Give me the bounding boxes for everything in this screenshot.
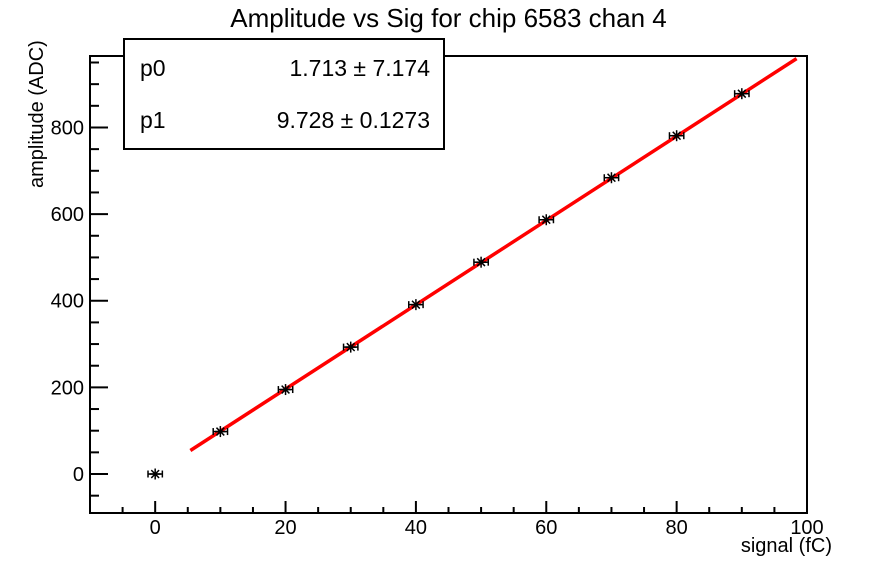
data-marker xyxy=(212,426,229,438)
plot-title: Amplitude vs Sig for chip 6583 chan 4 xyxy=(230,3,667,33)
x-tick-label: 100 xyxy=(790,517,823,539)
data-marker xyxy=(407,299,424,311)
x-axis-title: signal (fC) xyxy=(741,535,832,557)
param-name-p1: p1 xyxy=(140,106,166,133)
marker-antidiagonal xyxy=(541,215,551,225)
marker-antidiagonal xyxy=(150,469,160,479)
y-axis-title: amplitude (ADC) xyxy=(26,40,48,188)
param-value-p0: 1.713 ± 7.174 xyxy=(289,54,430,81)
marker-antidiagonal xyxy=(476,257,486,267)
data-marker xyxy=(147,468,164,480)
marker-antidiagonal xyxy=(607,173,616,183)
y-tick-label: 0 xyxy=(73,464,84,486)
stats-row-p1: p1 9.728 ± 0.1273 xyxy=(140,106,430,133)
data-marker xyxy=(277,384,294,396)
marker-antidiagonal xyxy=(672,131,682,141)
param-name-p0: p0 xyxy=(140,54,166,81)
data-marker xyxy=(603,172,620,184)
param-value-p1: 9.728 ± 0.1273 xyxy=(276,106,430,133)
data-marker xyxy=(733,88,750,100)
data-marker xyxy=(668,130,685,142)
marker-antidiagonal xyxy=(737,89,747,99)
marker-antidiagonal xyxy=(281,385,290,394)
data-marker xyxy=(538,214,555,226)
data-marker xyxy=(342,341,359,353)
stats-row-p0: p0 1.713 ± 7.174 xyxy=(140,54,430,81)
y-tick-label: 800 xyxy=(51,117,84,139)
data-marker xyxy=(473,256,490,268)
marker-antidiagonal xyxy=(346,342,356,352)
x-tick-label: 80 xyxy=(666,517,688,539)
x-tick-label: 40 xyxy=(405,517,427,539)
x-tick-label: 0 xyxy=(150,517,161,539)
y-tick-label: 400 xyxy=(51,291,84,313)
fit-line xyxy=(189,57,798,452)
y-tick-label: 200 xyxy=(51,377,84,399)
x-tick-label: 60 xyxy=(535,517,557,539)
y-tick-label: 600 xyxy=(51,204,84,226)
fit-stats-box: p0 1.713 ± 7.174 p1 9.728 ± 0.1273 xyxy=(123,38,445,150)
x-tick-label: 20 xyxy=(274,517,296,539)
marker-antidiagonal xyxy=(215,427,225,436)
marker-antidiagonal xyxy=(411,300,421,310)
